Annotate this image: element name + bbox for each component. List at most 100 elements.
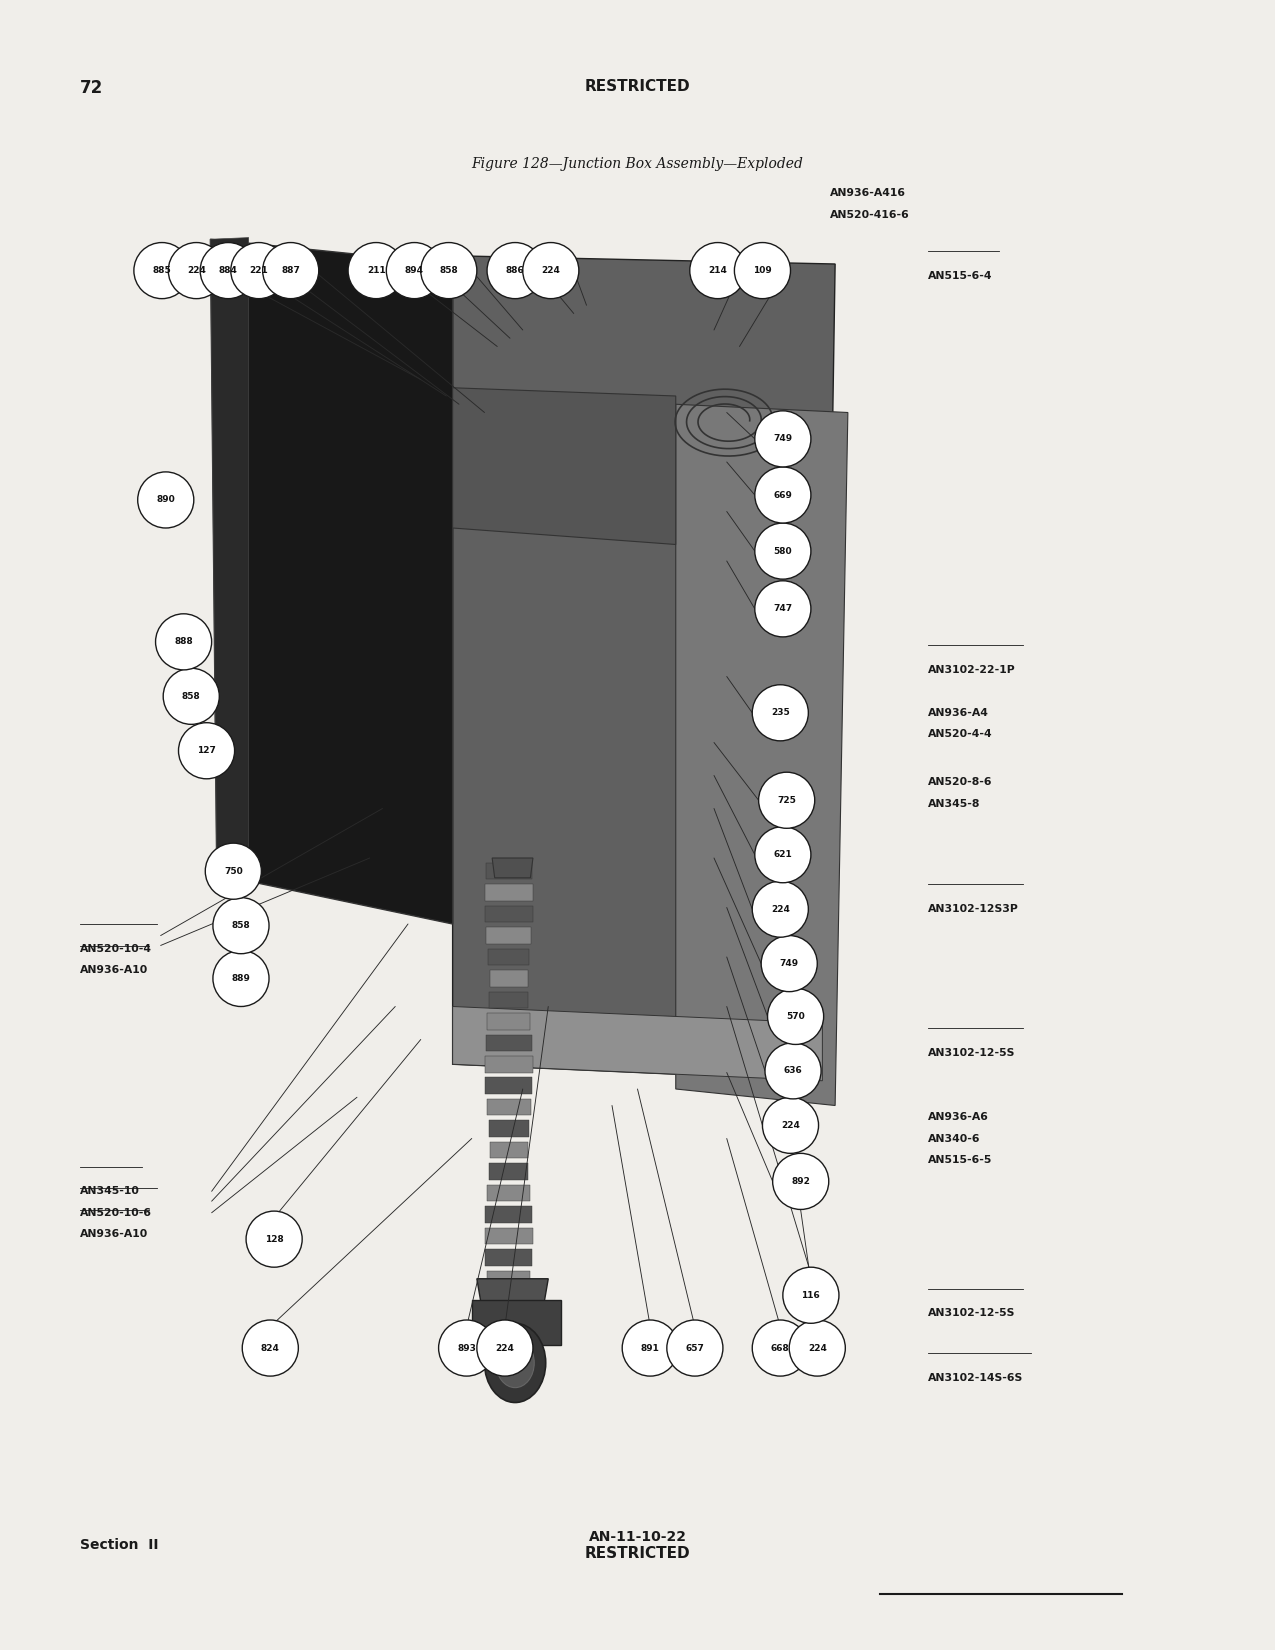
Text: AN520-10-4: AN520-10-4 <box>80 944 152 954</box>
Ellipse shape <box>231 243 287 299</box>
Text: 888: 888 <box>175 637 193 647</box>
Polygon shape <box>486 1249 532 1266</box>
Ellipse shape <box>163 668 219 724</box>
Text: 891: 891 <box>641 1343 659 1353</box>
Ellipse shape <box>755 467 811 523</box>
Text: 221: 221 <box>250 266 268 276</box>
Ellipse shape <box>213 898 269 954</box>
Polygon shape <box>487 927 530 944</box>
Text: 884: 884 <box>219 266 237 276</box>
Circle shape <box>496 1338 534 1388</box>
Text: AN3102-12-5S: AN3102-12-5S <box>928 1308 1016 1318</box>
Text: 224: 224 <box>808 1343 826 1353</box>
Text: 128: 128 <box>265 1234 283 1244</box>
Ellipse shape <box>755 523 811 579</box>
Polygon shape <box>484 1056 533 1072</box>
Text: Figure 128—Junction Box Assembly—Exploded: Figure 128—Junction Box Assembly—Explode… <box>472 157 803 170</box>
Polygon shape <box>487 1099 530 1115</box>
Ellipse shape <box>421 243 477 299</box>
Ellipse shape <box>773 1153 829 1209</box>
Ellipse shape <box>752 881 808 937</box>
Text: 885: 885 <box>153 266 171 276</box>
Ellipse shape <box>205 843 261 899</box>
Polygon shape <box>486 863 532 879</box>
Ellipse shape <box>752 685 808 741</box>
Text: 211: 211 <box>367 266 385 276</box>
Text: 636: 636 <box>784 1066 802 1076</box>
Polygon shape <box>488 1120 529 1137</box>
Polygon shape <box>453 1006 822 1081</box>
Ellipse shape <box>734 243 790 299</box>
Ellipse shape <box>477 1320 533 1376</box>
Text: 127: 127 <box>198 746 215 756</box>
Ellipse shape <box>179 723 235 779</box>
Polygon shape <box>492 858 533 878</box>
Polygon shape <box>487 1270 530 1287</box>
Text: AN-11-10-22: AN-11-10-22 <box>589 1530 686 1543</box>
Text: AN345-8: AN345-8 <box>928 799 980 808</box>
Text: 747: 747 <box>773 604 792 614</box>
Ellipse shape <box>439 1320 495 1376</box>
Ellipse shape <box>768 988 824 1044</box>
Polygon shape <box>210 238 249 878</box>
Text: 893: 893 <box>458 1343 476 1353</box>
Polygon shape <box>490 1142 528 1158</box>
Polygon shape <box>490 970 528 987</box>
Ellipse shape <box>761 936 817 992</box>
Text: 858: 858 <box>232 921 250 931</box>
Ellipse shape <box>138 472 194 528</box>
Text: 621: 621 <box>774 850 792 860</box>
Polygon shape <box>487 1013 530 1030</box>
Text: AN3102-12S3P: AN3102-12S3P <box>928 904 1019 914</box>
Ellipse shape <box>755 827 811 883</box>
Ellipse shape <box>246 1211 302 1267</box>
Text: 72: 72 <box>80 79 103 97</box>
Text: 224: 224 <box>187 266 205 276</box>
Ellipse shape <box>783 1267 839 1323</box>
Text: AN520-4-4: AN520-4-4 <box>928 729 993 739</box>
Ellipse shape <box>667 1320 723 1376</box>
Text: RESTRICTED: RESTRICTED <box>585 79 690 94</box>
Polygon shape <box>484 1228 533 1244</box>
Text: AN340-6: AN340-6 <box>928 1134 980 1143</box>
Text: 887: 887 <box>282 266 300 276</box>
Text: 749: 749 <box>773 434 792 444</box>
Ellipse shape <box>789 1320 845 1376</box>
Text: AN936-A4: AN936-A4 <box>928 708 989 718</box>
Text: 750: 750 <box>224 866 242 876</box>
Text: 224: 224 <box>542 266 560 276</box>
Text: 749: 749 <box>780 959 798 969</box>
Polygon shape <box>453 388 676 544</box>
Text: 858: 858 <box>182 691 200 701</box>
Polygon shape <box>490 992 528 1008</box>
Text: 224: 224 <box>782 1120 799 1130</box>
Ellipse shape <box>755 581 811 637</box>
Ellipse shape <box>168 243 224 299</box>
Polygon shape <box>484 906 533 922</box>
Text: 657: 657 <box>686 1343 704 1353</box>
Polygon shape <box>484 1077 533 1094</box>
Text: 858: 858 <box>440 266 458 276</box>
Ellipse shape <box>523 243 579 299</box>
Text: AN345-10: AN345-10 <box>80 1186 140 1196</box>
Text: AN515-6-4: AN515-6-4 <box>928 271 993 281</box>
Polygon shape <box>490 1163 528 1180</box>
Ellipse shape <box>765 1043 821 1099</box>
Ellipse shape <box>690 243 746 299</box>
Text: AN3102-14S-6S: AN3102-14S-6S <box>928 1373 1024 1383</box>
Ellipse shape <box>213 950 269 1006</box>
Text: 570: 570 <box>787 1011 805 1021</box>
Text: AN936-A10: AN936-A10 <box>80 965 149 975</box>
Text: AN3102-12-5S: AN3102-12-5S <box>928 1048 1016 1058</box>
Text: 669: 669 <box>774 490 792 500</box>
Ellipse shape <box>755 411 811 467</box>
Polygon shape <box>453 256 835 1081</box>
Text: AN520-10-6: AN520-10-6 <box>80 1208 152 1218</box>
Circle shape <box>484 1323 546 1402</box>
Text: AN515-6-5: AN515-6-5 <box>928 1155 992 1165</box>
Ellipse shape <box>752 1320 808 1376</box>
Ellipse shape <box>134 243 190 299</box>
Polygon shape <box>487 1185 530 1201</box>
Polygon shape <box>486 1035 532 1051</box>
Text: 224: 224 <box>496 1343 514 1353</box>
